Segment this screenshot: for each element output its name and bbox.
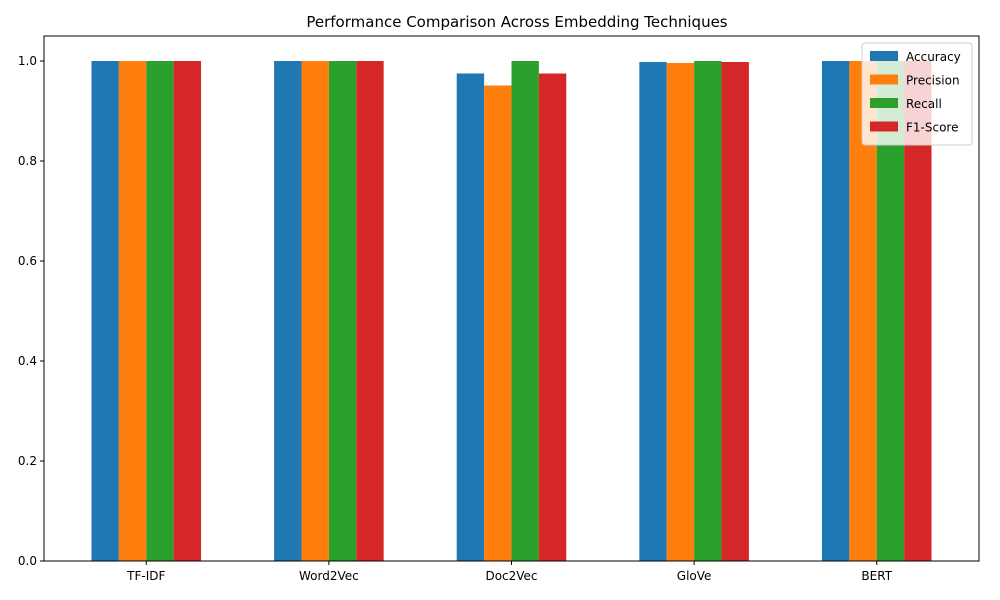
- bar-recall-glove: [694, 61, 722, 561]
- legend-label: Precision: [906, 74, 960, 88]
- y-tick-label: 1.0: [18, 54, 37, 68]
- bar-accuracy-bert: [821, 61, 850, 561]
- x-axis: TF-IDF Word2Vec Doc2Vec GloVe BERT: [126, 561, 893, 583]
- y-tick-label: 0.6: [18, 254, 37, 268]
- bar-f1-score-word2vec: [356, 61, 384, 561]
- legend-swatch: [870, 98, 898, 108]
- bar-recall-word2vec: [328, 61, 357, 561]
- y-tick-label: 0.8: [18, 154, 37, 168]
- legend-swatch: [870, 74, 898, 85]
- legend-label: Accuracy: [906, 50, 961, 64]
- bar-precision-tf-idf: [118, 61, 147, 561]
- legend-swatch: [870, 121, 898, 132]
- bar-precision-glove: [666, 63, 695, 561]
- bar-precision-doc2vec: [484, 85, 512, 561]
- y-axis: 0.0 0.2 0.4 0.6 0.8 1.0: [18, 54, 44, 568]
- legend-label: F1-Score: [906, 121, 958, 135]
- bar-recall-tf-idf: [146, 61, 174, 561]
- y-tick-label: 0.0: [18, 554, 37, 568]
- bar-precision-word2vec: [301, 61, 329, 561]
- y-tick-label: 0.2: [18, 454, 37, 468]
- legend-swatch: [870, 51, 898, 61]
- legend-box: [861, 42, 973, 146]
- bar-accuracy-tf-idf: [91, 61, 119, 561]
- legend: Accuracy Precision Recall F1-Score: [861, 42, 973, 146]
- x-tick-label: TF-IDF: [126, 569, 165, 583]
- bar-accuracy-glove: [639, 62, 667, 561]
- x-tick-label: Word2Vec: [299, 569, 359, 583]
- x-tick-label: GloVe: [677, 569, 712, 583]
- bar-accuracy-word2vec: [274, 61, 302, 561]
- bars-group: [91, 61, 932, 561]
- bar-recall-doc2vec: [511, 61, 539, 561]
- bar-f1-score-tf-idf: [173, 61, 202, 561]
- y-tick-label: 0.4: [18, 354, 37, 368]
- legend-label: Recall: [906, 97, 942, 111]
- bar-f1-score-glove: [721, 62, 749, 561]
- plot-frame: [43, 35, 980, 562]
- x-tick-label: BERT: [861, 569, 892, 583]
- x-tick-label: Doc2Vec: [485, 569, 537, 583]
- bar-f1-score-doc2vec: [538, 73, 567, 561]
- chart-title: Performance Comparison Across Embedding …: [306, 13, 727, 31]
- bar-accuracy-doc2vec: [456, 73, 485, 561]
